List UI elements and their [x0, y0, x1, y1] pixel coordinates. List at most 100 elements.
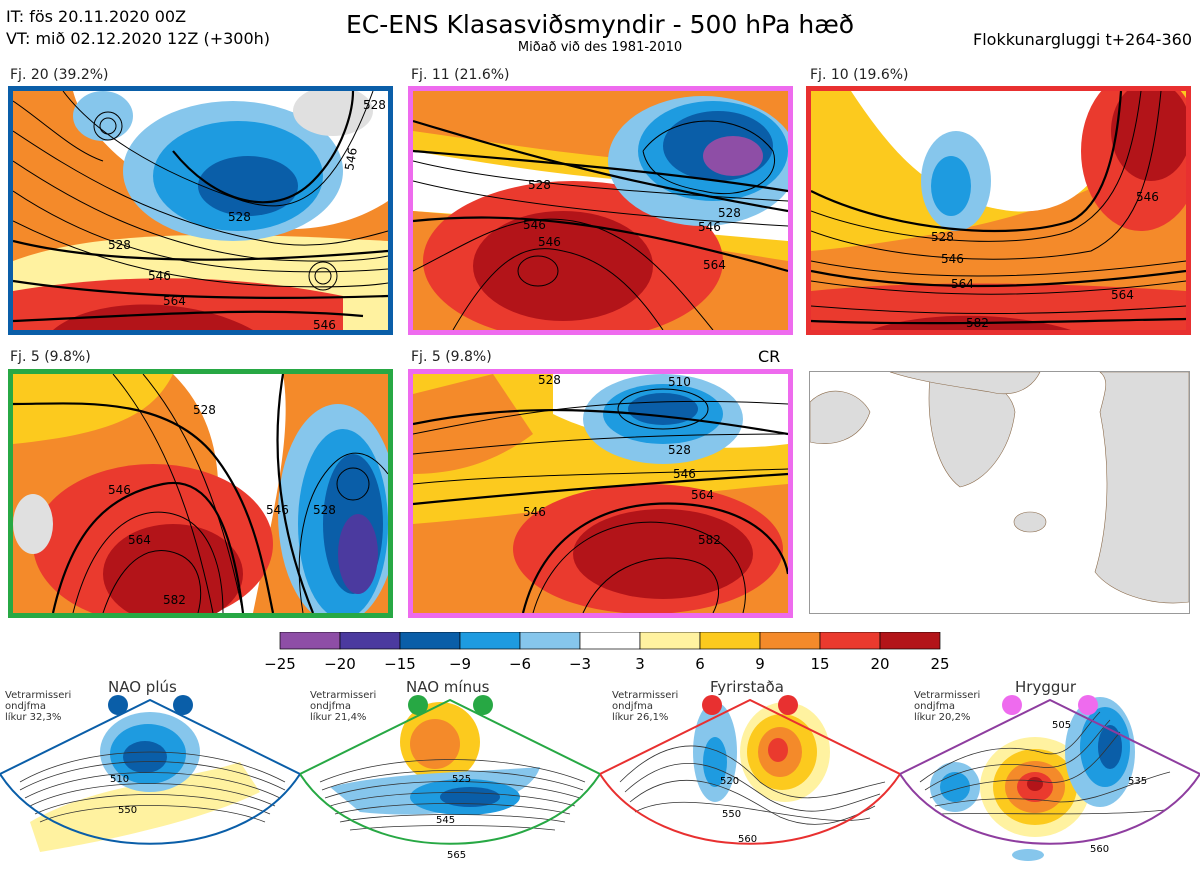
regime-3-desc-months: ondjfma	[612, 701, 653, 712]
classification-window: Flokkunargluggi t+264-360	[973, 30, 1192, 49]
regime-4-graphic: 505 535 560	[898, 695, 1200, 861]
panel-2-contour-label-2: 546	[523, 218, 546, 232]
cluster-map-5: 528 546 564 582 546 528 510	[408, 369, 793, 618]
panel-2-label: Fj. 11 (21.6%)	[411, 67, 510, 83]
cr-label: CR	[758, 347, 781, 366]
page-title: EC-ENS Klasasviðsmyndir - 500 hPa hæð	[345, 10, 855, 39]
regime-4-desc-season: Vetrarmisseri	[914, 690, 981, 701]
colorbar-segment	[339, 631, 401, 650]
panel-2-contour-label-4: 564	[703, 258, 726, 272]
regime-3-desc-season: Vetrarmisseri	[612, 690, 679, 701]
panel-4-contour-label-4: 582	[163, 593, 186, 607]
colorbar-tick-label: 20	[870, 655, 889, 673]
regime-2-desc-season: Vetrarmisseri	[310, 690, 377, 701]
panel-3-contour-label-5: 564	[1111, 288, 1134, 302]
panel-1-contour-label-6: 528	[228, 210, 251, 224]
regime-4-contour-505: 505	[1052, 720, 1071, 731]
regime-1-description: Vetrarmisseri ondjfma líkur 32,3%	[5, 690, 71, 723]
regime-2-contour-545: 545	[436, 815, 455, 826]
colorbar-tick-label: 6	[695, 655, 705, 673]
colorbar-tick-label: 15	[810, 655, 829, 673]
panel-1-label: Fj. 20 (39.2%)	[10, 67, 109, 83]
initial-time: IT: fös 20.11.2020 00Z	[6, 7, 187, 26]
regime-3-title: Fyrirstaða	[710, 678, 784, 696]
regime-3-contour-520: 520	[720, 776, 739, 787]
cluster-map-3-graphic: 528 546 564 582 564 546	[811, 91, 1186, 330]
colorbar-segment	[579, 631, 641, 650]
cluster-map-1: 528 546 564 546 546 528 528	[8, 86, 393, 335]
panel-4-contour-label-5: 546	[266, 503, 289, 517]
colorbar-segment	[639, 631, 701, 650]
regime-ridge: 505 535 560	[898, 672, 1200, 871]
cluster-map-5-graphic: 528 546 564 582 546 528 510	[413, 374, 788, 613]
regime-2-graphic: 525 545 565	[298, 695, 602, 861]
panel-3-contour-label-3: 564	[951, 277, 974, 291]
colorbar-tick-label: −15	[384, 655, 416, 673]
regime-2-desc-months: ondjfma	[310, 701, 351, 712]
regime-1-contour-550: 550	[118, 805, 137, 816]
panel-5-contour-label-4: 582	[698, 533, 721, 547]
panel-3-contour-label-4: 582	[966, 316, 989, 330]
cluster-map-4-graphic: 528 546 564 582 546 528	[13, 374, 388, 613]
panel-4-contour-label-3: 564	[128, 533, 151, 547]
panel-5-label: Fj. 5 (9.8%)	[411, 349, 492, 365]
panel-3-contour-label-2: 546	[941, 252, 964, 266]
regime-2-title: NAO mínus	[406, 678, 490, 696]
cluster-map-1-graphic: 528 546 564 546 546 528 528	[13, 91, 388, 330]
colorbar-segment	[399, 631, 461, 650]
colorbar-tick-label: −9	[449, 655, 471, 673]
panel-5-contour-label-5: 546	[673, 467, 696, 481]
colorbar-tick-label: 3	[635, 655, 645, 673]
regime-nao-plus: 510 550	[0, 672, 302, 871]
colorbar: −25 −20 −15 −9 −6 −3 3 6 9 15 20 25	[264, 631, 955, 676]
valid-time: VT: mið 02.12.2020 12Z (+300h)	[6, 29, 271, 48]
panel-5-contour-label-6: 528	[668, 443, 691, 457]
panel-1-contour-label-3: 564	[163, 294, 186, 308]
regime-4-desc-probability: líkur 20,2%	[914, 712, 971, 723]
colorbar-tick-label: −25	[265, 655, 296, 673]
header-info: IT: fös 20.11.2020 00Z VT: mið 02.12.202…	[6, 6, 270, 50]
panel-4-contour-label-1: 528	[193, 403, 216, 417]
regime-1-desc-probability: líkur 32,3%	[5, 712, 62, 723]
colorbar-segment	[279, 631, 341, 650]
regime-4-contour-535: 535	[1128, 776, 1147, 787]
regime-4-description: Vetrarmisseri ondjfma líkur 20,2%	[914, 690, 980, 723]
regime-2-desc-probability: líkur 21,4%	[310, 712, 367, 723]
regime-2-contour-565: 565	[447, 850, 466, 861]
regime-1-graphic: 510 550	[0, 695, 302, 852]
panel-4-label: Fj. 5 (9.8%)	[10, 349, 91, 365]
colorbar-tick-label: −3	[569, 655, 591, 673]
panel-3-label: Fj. 10 (19.6%)	[810, 67, 909, 83]
colorbar-tick-label: 9	[755, 655, 765, 673]
panel-1-contour-label-1: 528	[108, 238, 131, 252]
colorbar-segment	[759, 631, 821, 650]
regime-4-title: Hryggur	[1015, 678, 1077, 696]
regime-2-description: Vetrarmisseri ondjfma líkur 21,4%	[310, 690, 376, 723]
regime-3-graphic: 520 550 560	[598, 695, 902, 845]
panel-5-contour-label-7: 510	[668, 375, 691, 389]
regime-3-description: Vetrarmisseri ondjfma líkur 26,1%	[612, 690, 678, 723]
page-subtitle: Miðað við des 1981-2010	[517, 40, 683, 55]
regime-blocking: 520 550 560	[598, 672, 902, 871]
panel-2-contour-label-5: 528	[718, 206, 741, 220]
colorbar-segment	[699, 631, 761, 650]
panel-1-contour-label-2: 546	[148, 269, 171, 283]
cluster-map-2-graphic: 528 546 546 564 528 546	[413, 91, 788, 330]
panel-4-contour-label-6: 528	[313, 503, 336, 517]
colorbar-segment	[879, 631, 941, 650]
regime-3-desc-probability: líkur 26,1%	[612, 712, 669, 723]
panel-2-contour-label-6: 546	[698, 220, 721, 234]
colorbar-segment	[519, 631, 581, 650]
colorbar-tick-label: 25	[930, 655, 949, 673]
colorbar-segment	[459, 631, 521, 650]
panel-3-contour-label-1: 528	[931, 230, 954, 244]
regime-4-desc-months: ondjfma	[914, 701, 955, 712]
regime-1-desc-months: ondjfma	[5, 701, 46, 712]
panel-1-contour-label-5: 546	[342, 147, 360, 172]
regime-4-contour-560: 560	[1090, 844, 1109, 855]
panel-5-contour-label-3: 564	[691, 488, 714, 502]
colorbar-tick-label: −6	[509, 655, 531, 673]
panel-1-contour-label-7: 528	[363, 98, 386, 112]
colorbar-segment	[819, 631, 881, 650]
regime-nao-minus: 525 545 565	[298, 672, 602, 871]
